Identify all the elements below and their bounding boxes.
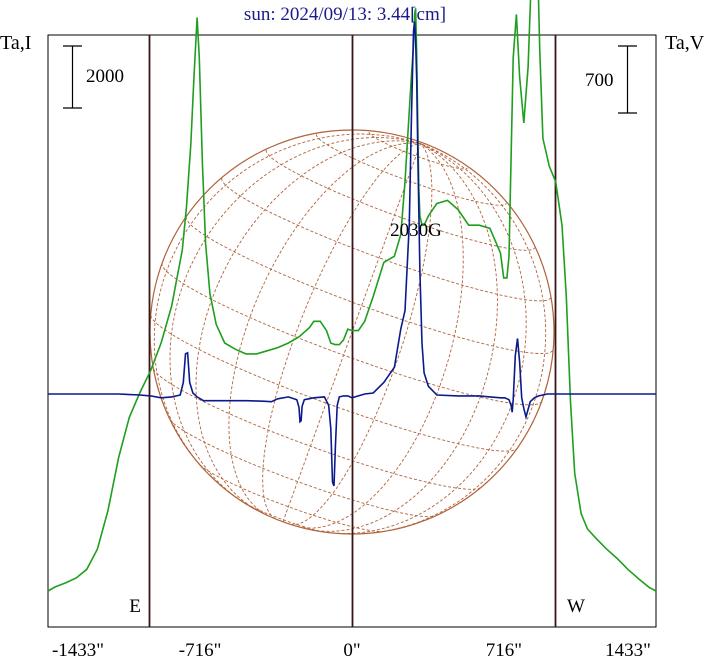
peak-annotation: 2030G [390,220,442,241]
longitude-line [311,143,498,532]
latitude-line [199,464,384,533]
x-tick-label: 1433" [605,640,651,661]
heliographic-grid [150,132,554,534]
longitude-line [228,142,421,517]
longitude-line [262,143,421,520]
longitude-line [153,133,421,473]
longitude-line [373,143,547,534]
right-axis-label: Ta,V [665,32,705,54]
longitude-line [282,143,422,522]
x-tick-label: -716" [179,640,222,661]
latitude-line [153,368,481,490]
x-axis-ticks: -1433" -716" 0" 716" 1433" [52,640,651,661]
x-tick-label: 716" [486,640,522,661]
chart-title: sun: 2024/09/13: 3.44[cm] [244,4,446,25]
west-limb-label: W [567,596,585,617]
longitude-line [169,137,421,502]
latitude-line [185,216,554,355]
left-scale-bar-label: 2000 [86,66,124,87]
x-tick-label: -1433" [52,640,104,661]
stokes-i-line [47,0,657,592]
right-scale-bar-label: 700 [585,70,614,91]
longitude-line [297,143,464,529]
right-scale-bar [618,45,637,114]
latitude-line [150,315,518,452]
longitude-line [327,143,527,534]
x-tick-label: 0" [343,640,360,661]
longitude-line [195,140,421,510]
east-limb-label: E [129,596,141,617]
stokes-v-line [48,21,656,487]
left-axis-label: Ta,I [0,32,31,54]
latitude-line [221,177,552,302]
longitude-line [290,143,433,526]
left-scale-bar [63,45,82,109]
sun-disk [149,129,555,535]
